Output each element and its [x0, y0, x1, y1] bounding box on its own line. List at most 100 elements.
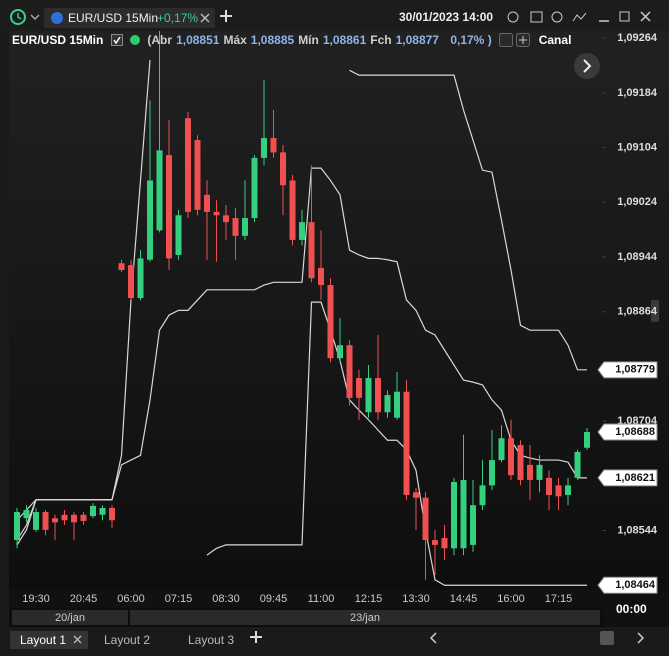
layout-tab[interactable]: Layout 2	[104, 633, 151, 647]
scroll-handle[interactable]	[651, 300, 659, 322]
indicator-name: Canal	[538, 33, 572, 47]
tab-symbol: EUR/USD 15Min	[68, 11, 159, 25]
close-icon[interactable]	[200, 13, 210, 23]
channel-line	[349, 69, 587, 371]
candle-body	[451, 481, 457, 549]
price-tag	[597, 423, 658, 441]
candle-body	[565, 485, 571, 495]
candle-body	[270, 138, 277, 153]
x-tick-label: 17:15	[545, 593, 573, 605]
candle-body	[508, 438, 514, 476]
candle-body	[137, 258, 144, 299]
candle-body	[527, 464, 533, 480]
window-icon[interactable]	[530, 11, 543, 23]
y-tick-label: 1,08864	[617, 306, 658, 318]
date-label: 20/jan	[55, 612, 85, 624]
x-tick-label: 19:30	[22, 593, 50, 605]
scroll-thumb[interactable]	[600, 631, 614, 645]
status-dot	[130, 35, 141, 45]
candle-body	[289, 180, 296, 240]
y-tick-label: 1,09024	[617, 196, 658, 208]
candle-body	[109, 507, 115, 521]
candle-body	[14, 512, 20, 541]
legend-value: 1,08877	[395, 33, 439, 47]
candle-body	[403, 391, 410, 495]
x-tick-label: 16:00	[497, 593, 525, 605]
candle-body	[384, 395, 391, 413]
legend-label: Mín	[298, 33, 319, 47]
candle-body	[33, 512, 39, 530]
plot: 1,085441,087041,088641,089441,090241,091…	[14, 30, 658, 624]
candle-body	[80, 514, 87, 521]
visible-check[interactable]	[110, 34, 123, 46]
candle-body	[394, 391, 400, 418]
legend-label: (Abr	[147, 33, 173, 47]
date-cell	[130, 610, 600, 625]
add-indicator[interactable]	[516, 33, 531, 47]
share-icon[interactable]	[507, 11, 519, 23]
candle-body	[479, 485, 486, 506]
price-tag	[597, 576, 658, 594]
x-tick-label: 06:00	[117, 593, 145, 605]
layout-tab[interactable]: Layout 1	[10, 631, 88, 649]
candle-body	[194, 140, 201, 210]
legend-change: 0,17% )	[450, 33, 492, 47]
legend-value: 1,08885	[250, 33, 295, 47]
candle-body	[99, 507, 106, 515]
tab-change: +0,17%	[157, 11, 199, 25]
clock-hands	[17, 13, 22, 20]
history-icon[interactable]	[551, 11, 563, 23]
add-layout[interactable]	[250, 631, 262, 643]
candle-body	[337, 345, 343, 359]
candle-body	[413, 492, 419, 498]
x-tick-label: 11:00	[308, 593, 335, 605]
legend-label: Fch	[370, 33, 392, 47]
clock-icon	[10, 9, 26, 25]
add-tab[interactable]	[220, 10, 232, 22]
candle-body	[318, 267, 324, 286]
legend-value: 1,08861	[322, 33, 367, 47]
scroll-right[interactable]	[637, 632, 645, 644]
x-tick-label: 08:30	[212, 593, 240, 605]
clock-menu[interactable]	[8, 7, 44, 27]
y-tick-label: 1,09104	[617, 142, 658, 154]
symbol-tab[interactable]: EUR/USD 15Min +0,17%	[44, 8, 215, 28]
candle-body	[223, 215, 229, 223]
candle-body	[308, 222, 315, 279]
legend-symbol: EUR/USD 15Min	[12, 33, 104, 47]
scroll-right-button[interactable]	[574, 53, 600, 79]
x-tick-label: 09:45	[260, 593, 288, 605]
collapse-button[interactable]	[499, 33, 514, 47]
legend-value: 1,08851	[176, 33, 220, 47]
price-tag-label: 1,08621	[615, 472, 655, 484]
x-tick-label: 12:15	[355, 593, 383, 605]
channel-line	[16, 499, 112, 546]
x-tick-label: 13:30	[402, 593, 430, 605]
close-layout[interactable]	[73, 635, 83, 645]
candle-body	[460, 479, 467, 549]
corner-time: 00:00	[616, 602, 647, 616]
candle-body	[365, 378, 372, 413]
candle-body	[52, 518, 58, 523]
candle-body	[441, 538, 448, 549]
candle-body	[470, 505, 476, 545]
candle-body	[166, 155, 172, 259]
date-cell	[12, 610, 128, 625]
candle-body	[584, 432, 590, 448]
candle-body	[232, 218, 239, 236]
candle-body	[498, 438, 505, 461]
price-tag-label: 1,08688	[615, 426, 655, 438]
y-tick-label: 1,09264	[617, 32, 658, 44]
scroll-left[interactable]	[429, 632, 437, 644]
close-window-icon[interactable]	[640, 11, 651, 22]
candle-body	[185, 118, 191, 212]
x-tick-label: 07:15	[165, 593, 193, 605]
chevron	[30, 14, 40, 21]
x-tick-label: 14:45	[450, 593, 478, 605]
time-axis	[9, 590, 603, 608]
layout-tab[interactable]: Layout 3	[188, 633, 235, 647]
maximize-icon[interactable]	[619, 11, 630, 22]
indicator-icon[interactable]	[572, 12, 587, 22]
candle-body	[489, 460, 495, 486]
